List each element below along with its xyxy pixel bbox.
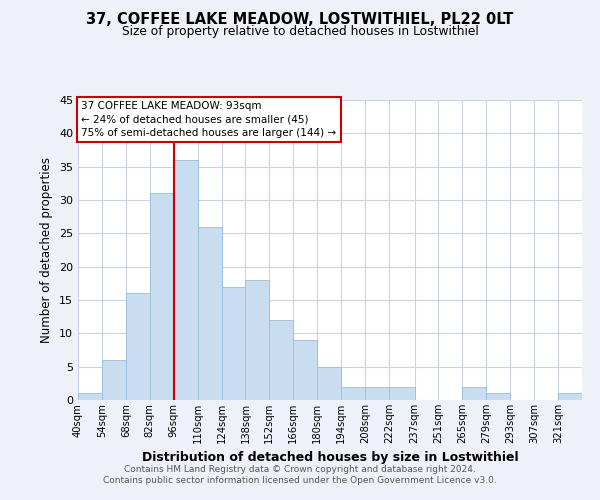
Bar	[173, 160, 197, 400]
Bar	[78, 394, 102, 400]
Text: Size of property relative to detached houses in Lostwithiel: Size of property relative to detached ho…	[122, 25, 478, 38]
Text: Contains public sector information licensed under the Open Government Licence v3: Contains public sector information licen…	[103, 476, 497, 485]
Text: 37, COFFEE LAKE MEADOW, LOSTWITHIEL, PL22 0LT: 37, COFFEE LAKE MEADOW, LOSTWITHIEL, PL2…	[86, 12, 514, 28]
Bar	[463, 386, 487, 400]
Bar	[341, 386, 365, 400]
Bar	[389, 386, 415, 400]
X-axis label: Distribution of detached houses by size in Lostwithiel: Distribution of detached houses by size …	[142, 452, 518, 464]
Bar	[245, 280, 269, 400]
Bar	[150, 194, 173, 400]
Text: 37 COFFEE LAKE MEADOW: 93sqm
← 24% of detached houses are smaller (45)
75% of se: 37 COFFEE LAKE MEADOW: 93sqm ← 24% of de…	[82, 102, 337, 138]
Bar	[126, 294, 150, 400]
Y-axis label: Number of detached properties: Number of detached properties	[40, 157, 53, 343]
Bar	[487, 394, 510, 400]
Bar	[197, 226, 221, 400]
Bar	[102, 360, 126, 400]
Text: Contains HM Land Registry data © Crown copyright and database right 2024.: Contains HM Land Registry data © Crown c…	[124, 465, 476, 474]
Bar	[293, 340, 317, 400]
Bar	[317, 366, 341, 400]
Bar	[365, 386, 389, 400]
Bar	[269, 320, 293, 400]
Bar	[558, 394, 582, 400]
Bar	[221, 286, 245, 400]
